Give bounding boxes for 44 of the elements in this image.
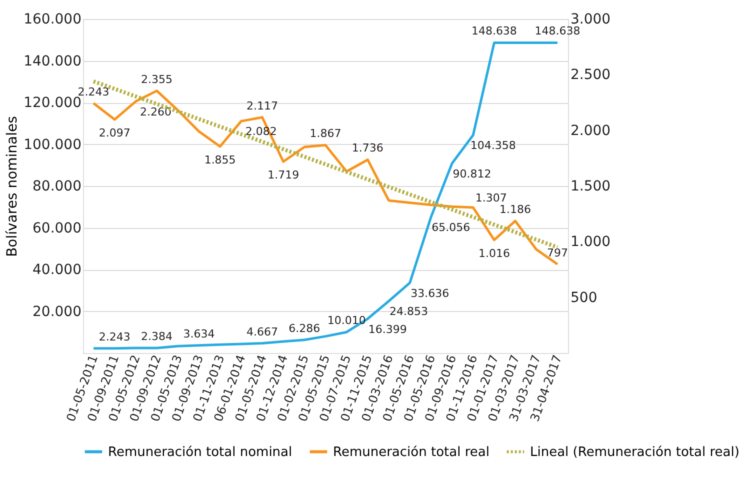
y-tick-label: 120.000 [24,95,82,111]
data-label: 1.016 [478,246,510,260]
y2-tick-label: 500 [570,290,598,306]
data-label: 90.812 [452,167,492,180]
data-label: 10.010 [327,314,366,328]
data-label: 148.638 [534,24,580,38]
data-label: 1.867 [310,127,342,140]
data-label: 4.667 [246,325,278,338]
y2-tick-label: 2.000 [570,122,611,139]
data-label: 24.853 [390,305,428,318]
legend-label: Remuneración total real [333,444,490,460]
legend-label: Remuneración total nominal [108,444,292,460]
legend-label: Lineal (Remuneración total real) [530,444,740,460]
y-tick-label: 80.000 [32,178,82,194]
y2-tick-label: 1.000 [570,234,611,250]
data-label: 1.186 [500,202,532,216]
data-label: 16.399 [368,322,407,336]
data-label: 2.384 [141,330,173,344]
data-label: 1.307 [475,191,507,204]
data-label: 2.260 [140,105,172,118]
data-label: 148.638 [471,24,517,38]
y2-tick-label: 1.500 [570,178,611,194]
data-label: 2.243 [98,330,130,344]
y2-tick-label: 3.000 [570,12,611,28]
data-label: 65.056 [432,221,470,234]
y-tick-label: 160.000 [24,12,82,28]
data-label: 797 [546,246,568,260]
data-label: 33.636 [410,286,450,300]
y-tick-label: 140.000 [24,53,82,70]
data-label: 3.634 [183,327,215,340]
y2-tick-label: 2.500 [570,67,611,84]
data-label: 2.117 [246,99,278,112]
y-tick-label: 40.000 [32,262,82,278]
y-axis-title: Bolívares nominales [4,116,21,257]
data-label: 1.719 [268,168,300,182]
data-label: 2.097 [98,126,130,140]
data-label: 6.286 [288,322,320,335]
data-label: 1.736 [352,142,384,155]
y-tick-label: 60.000 [32,220,82,236]
data-label: 2.355 [141,72,173,86]
data-label: 1.855 [204,153,236,166]
data-label: 104.358 [470,139,516,152]
y-tick-label: 100.000 [24,136,82,153]
y-tick-label: 20.000 [32,304,82,320]
